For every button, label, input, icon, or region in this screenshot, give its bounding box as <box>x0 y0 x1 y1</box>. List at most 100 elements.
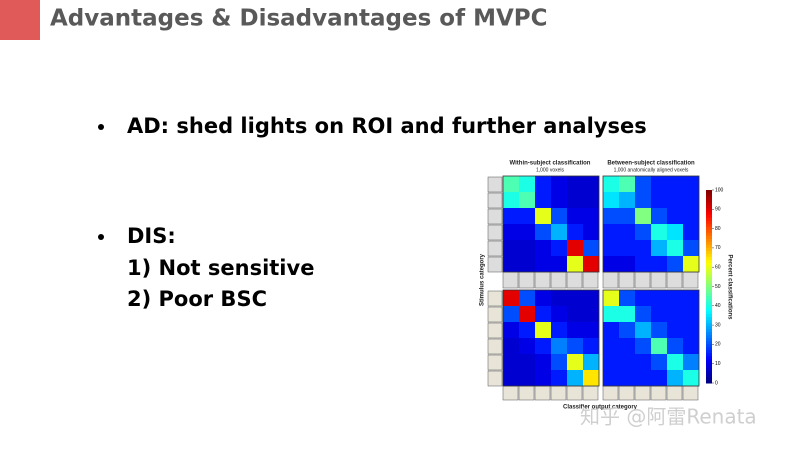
heatmap-cell <box>651 370 667 386</box>
colorbar-segment <box>706 256 712 260</box>
colorbar-segment <box>706 268 712 272</box>
heatmap-cell <box>667 240 683 256</box>
heatmap-cell <box>683 338 699 354</box>
heatmap-cell <box>683 370 699 386</box>
bullet-dot <box>98 124 104 130</box>
colorbar-segment <box>706 274 712 278</box>
heatmap-cell <box>667 370 683 386</box>
heatmap-cell <box>603 208 619 224</box>
heatmap-cell <box>667 208 683 224</box>
heatmap-cell <box>667 192 683 208</box>
colorbar-segment <box>706 313 712 318</box>
heatmap-cell <box>603 256 619 272</box>
heatmap-cell <box>583 290 599 306</box>
heatmap-cell <box>635 338 651 354</box>
heatmap-cell <box>583 208 599 224</box>
heatmap-cell <box>519 338 535 354</box>
colorbar-segment <box>706 241 712 245</box>
colorbar-segment <box>706 322 712 327</box>
colorbar-segment <box>706 190 712 194</box>
colorbar-segment <box>706 349 712 354</box>
colorbar-segment <box>706 235 712 239</box>
stimulus-icon <box>487 290 503 307</box>
colorbar-tick-label: 100 <box>715 187 724 193</box>
panel-subtitle: 1,000 anatomically aligned voxels <box>614 167 689 173</box>
heatmap-cell <box>567 322 583 338</box>
heatmap-cell <box>551 354 567 370</box>
colorbar-segment <box>706 205 712 209</box>
heatmap-cell <box>651 338 667 354</box>
colorbar-segment <box>706 277 712 281</box>
heatmap-cell <box>551 370 567 386</box>
stimulus-icon <box>487 338 503 355</box>
heatmap-cell <box>567 192 583 208</box>
heatmap-cell <box>567 208 583 224</box>
heatmap-cell <box>503 240 519 256</box>
colorbar-segment <box>706 328 712 333</box>
colorbar-label: Percent classifications <box>726 254 732 320</box>
colorbar-segment <box>706 367 712 372</box>
heatmap-cell <box>603 370 619 386</box>
heatmap-cell <box>567 290 583 306</box>
stimulus-icon <box>487 192 503 209</box>
watermark: 知乎 @阿雷Renata <box>580 405 757 429</box>
heatmap-cell <box>567 338 583 354</box>
heatmap-cell <box>619 338 635 354</box>
heatmap-cell <box>567 354 583 370</box>
slide-title: Advantages & Disadvantages of MVPC <box>50 6 548 32</box>
colorbar-segment <box>706 214 712 218</box>
heatmap-cell <box>535 256 551 272</box>
stimulus-icon <box>518 385 535 401</box>
colorbar-segment <box>706 340 712 345</box>
heatmap-cell <box>667 322 683 338</box>
heatmap-cell <box>535 290 551 306</box>
heatmap-cell <box>583 176 599 192</box>
colorbar-segment <box>706 244 712 248</box>
heatmap-cell <box>635 370 651 386</box>
heatmap-cell <box>551 290 567 306</box>
heatmap-cell <box>683 208 699 224</box>
heatmap-cell <box>535 224 551 240</box>
heatmap-cell <box>567 240 583 256</box>
colorbar-segment <box>706 301 712 306</box>
colorbar-tick-label: 40 <box>715 303 721 309</box>
heatmap-cell <box>651 192 667 208</box>
heatmap-cell <box>603 290 619 306</box>
colorbar-tick-label: 90 <box>715 207 721 213</box>
heatmap-cell <box>651 306 667 322</box>
stimulus-icon <box>487 354 503 371</box>
colorbar-segment <box>706 334 712 339</box>
heatmap-cell <box>635 208 651 224</box>
heatmap-cell <box>567 256 583 272</box>
colorbar-tick-label: 80 <box>715 226 721 232</box>
heatmap-cell <box>667 290 683 306</box>
colorbar-segment <box>706 307 712 312</box>
heatmap-cell <box>503 354 519 370</box>
heatmap-cell <box>535 306 551 322</box>
y-axis-label: Stimulus category <box>480 253 486 306</box>
colorbar-segment <box>706 220 712 224</box>
heatmap-cell <box>551 256 567 272</box>
heatmap-cell <box>551 338 567 354</box>
heatmap-cell <box>667 224 683 240</box>
stimulus-icon <box>518 271 535 289</box>
heatmap-cell <box>683 192 699 208</box>
heatmap-cell <box>635 306 651 322</box>
colorbar-segment <box>706 271 712 275</box>
stimulus-icon <box>634 385 651 401</box>
heatmap-cell <box>567 224 583 240</box>
heatmap-cell <box>551 208 567 224</box>
heatmap-cell <box>667 256 683 272</box>
heatmap-cell <box>519 354 535 370</box>
heatmap-cell <box>583 240 599 256</box>
heatmap-cell <box>503 290 519 306</box>
heatmap-cell <box>619 176 635 192</box>
heatmap-cell <box>619 322 635 338</box>
heatmap-cell <box>635 290 651 306</box>
heatmap-cell <box>651 224 667 240</box>
panel-title: Within-subject classification <box>510 161 591 167</box>
colorbar-tick-label: 70 <box>715 245 721 251</box>
heatmap-cell <box>503 306 519 322</box>
stimulus-icon <box>487 224 503 241</box>
colorbar-segment <box>706 325 712 330</box>
